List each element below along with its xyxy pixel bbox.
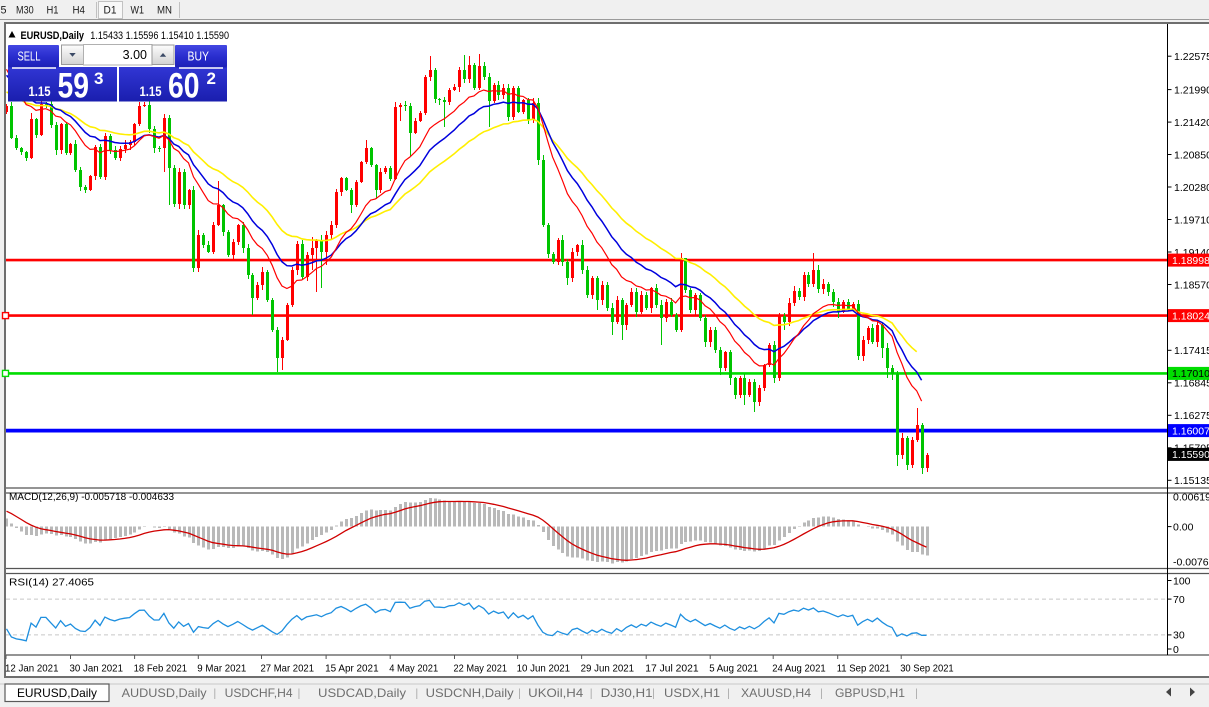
- svg-text:MACD(12,26,9) -0.005718 -0.004: MACD(12,26,9) -0.005718 -0.004633: [9, 491, 174, 503]
- svg-text:1.19710: 1.19710: [1174, 214, 1209, 226]
- svg-text:RSI(14) 27.4065: RSI(14) 27.4065: [9, 577, 94, 589]
- svg-text:1.15: 1.15: [29, 83, 51, 99]
- svg-text:H1: H1: [47, 5, 59, 17]
- svg-text:|: |: [518, 688, 521, 700]
- svg-text:5 Aug 2021: 5 Aug 2021: [709, 663, 758, 675]
- svg-text:70: 70: [1173, 594, 1185, 606]
- svg-text:|: |: [915, 688, 918, 700]
- svg-text:EURUSD,Daily: EURUSD,Daily: [21, 30, 85, 42]
- svg-text:USDCAD,Daily: USDCAD,Daily: [318, 686, 406, 700]
- svg-text:1.18998: 1.18998: [1172, 255, 1209, 267]
- svg-text:27 Mar 2021: 27 Mar 2021: [261, 663, 315, 675]
- svg-text:9 Mar 2021: 9 Mar 2021: [197, 663, 246, 675]
- svg-text:22 May 2021: 22 May 2021: [454, 663, 508, 675]
- svg-text:59: 59: [58, 67, 90, 106]
- svg-text:|: |: [820, 688, 823, 700]
- svg-text:0.00: 0.00: [1173, 521, 1194, 533]
- svg-text:MN: MN: [157, 5, 172, 17]
- svg-text:3.00: 3.00: [123, 48, 147, 62]
- svg-text:30 Sep 2021: 30 Sep 2021: [900, 663, 954, 675]
- svg-text:1.17010: 1.17010: [1172, 368, 1209, 380]
- svg-text:USDCNH,Daily: USDCNH,Daily: [426, 686, 514, 700]
- svg-text:3: 3: [94, 69, 103, 88]
- svg-text:0: 0: [1173, 644, 1179, 656]
- svg-text:1.16007: 1.16007: [1172, 425, 1209, 437]
- svg-text:AUDUSD,Daily: AUDUSD,Daily: [122, 686, 207, 700]
- svg-text:DJ30,H1: DJ30,H1: [601, 686, 653, 700]
- svg-text:1.18570: 1.18570: [1174, 279, 1209, 291]
- svg-text:|: |: [652, 688, 655, 700]
- svg-text:17 Jul 2021: 17 Jul 2021: [645, 663, 699, 675]
- svg-text:USDX,H1: USDX,H1: [664, 686, 720, 700]
- svg-text:USDCHF,H4: USDCHF,H4: [225, 686, 293, 700]
- svg-text:1.16275: 1.16275: [1174, 410, 1209, 422]
- svg-text:|: |: [590, 688, 593, 700]
- svg-text:1.15433 1.15596 1.15410 1.1559: 1.15433 1.15596 1.15410 1.15590: [90, 30, 229, 42]
- svg-text:1.17415: 1.17415: [1174, 345, 1209, 357]
- svg-text:60: 60: [168, 67, 200, 106]
- svg-text:H4: H4: [73, 5, 86, 17]
- svg-text:30 Jan 2021: 30 Jan 2021: [70, 663, 124, 675]
- svg-text:2: 2: [207, 69, 216, 88]
- svg-text:11 Sep 2021: 11 Sep 2021: [837, 663, 891, 675]
- svg-text:1.22575: 1.22575: [1174, 51, 1209, 63]
- svg-text:0.006193: 0.006193: [1173, 492, 1209, 504]
- svg-text:1.15: 1.15: [140, 83, 162, 99]
- svg-text:1.20280: 1.20280: [1174, 182, 1209, 194]
- svg-text:GBPUSD,H1: GBPUSD,H1: [835, 686, 905, 700]
- svg-text:100: 100: [1173, 575, 1191, 587]
- svg-text:10 Jun 2021: 10 Jun 2021: [517, 663, 571, 675]
- svg-text:29 Jun 2021: 29 Jun 2021: [581, 663, 635, 675]
- svg-text:|: |: [415, 688, 418, 700]
- svg-text:1.16845: 1.16845: [1174, 378, 1209, 390]
- svg-text:1.18024: 1.18024: [1172, 310, 1209, 322]
- svg-text:|: |: [298, 688, 301, 700]
- svg-text:1.21420: 1.21420: [1174, 117, 1209, 129]
- svg-text:1.20850: 1.20850: [1174, 149, 1209, 161]
- svg-text:12 Jan 2021: 12 Jan 2021: [5, 663, 59, 675]
- svg-text:24 Aug 2021: 24 Aug 2021: [772, 663, 826, 675]
- svg-text:30: 30: [1173, 630, 1185, 642]
- svg-text:W1: W1: [131, 5, 145, 17]
- svg-text:18 Feb 2021: 18 Feb 2021: [134, 663, 188, 675]
- svg-text:D1: D1: [104, 5, 117, 17]
- svg-text:M30: M30: [16, 5, 34, 17]
- svg-text:-0.007623: -0.007623: [1173, 557, 1209, 569]
- svg-text:5: 5: [1, 5, 7, 17]
- svg-text:EURUSD,Daily: EURUSD,Daily: [17, 686, 97, 700]
- svg-text:1.21990: 1.21990: [1174, 84, 1209, 96]
- svg-text:1.15590: 1.15590: [1172, 449, 1209, 461]
- svg-text:15 Apr 2021: 15 Apr 2021: [325, 663, 379, 675]
- svg-text:|: |: [213, 688, 216, 700]
- svg-text:UKOil,H4: UKOil,H4: [528, 686, 583, 700]
- svg-text:1.15135: 1.15135: [1174, 475, 1209, 487]
- svg-text:1.19140: 1.19140: [1174, 247, 1209, 259]
- svg-text:|: |: [727, 688, 730, 700]
- svg-text:XAUUSD,H4: XAUUSD,H4: [741, 686, 811, 700]
- svg-text:4 May 2021: 4 May 2021: [389, 663, 438, 675]
- svg-text:SELL: SELL: [18, 50, 41, 64]
- svg-text:BUY: BUY: [188, 50, 210, 64]
